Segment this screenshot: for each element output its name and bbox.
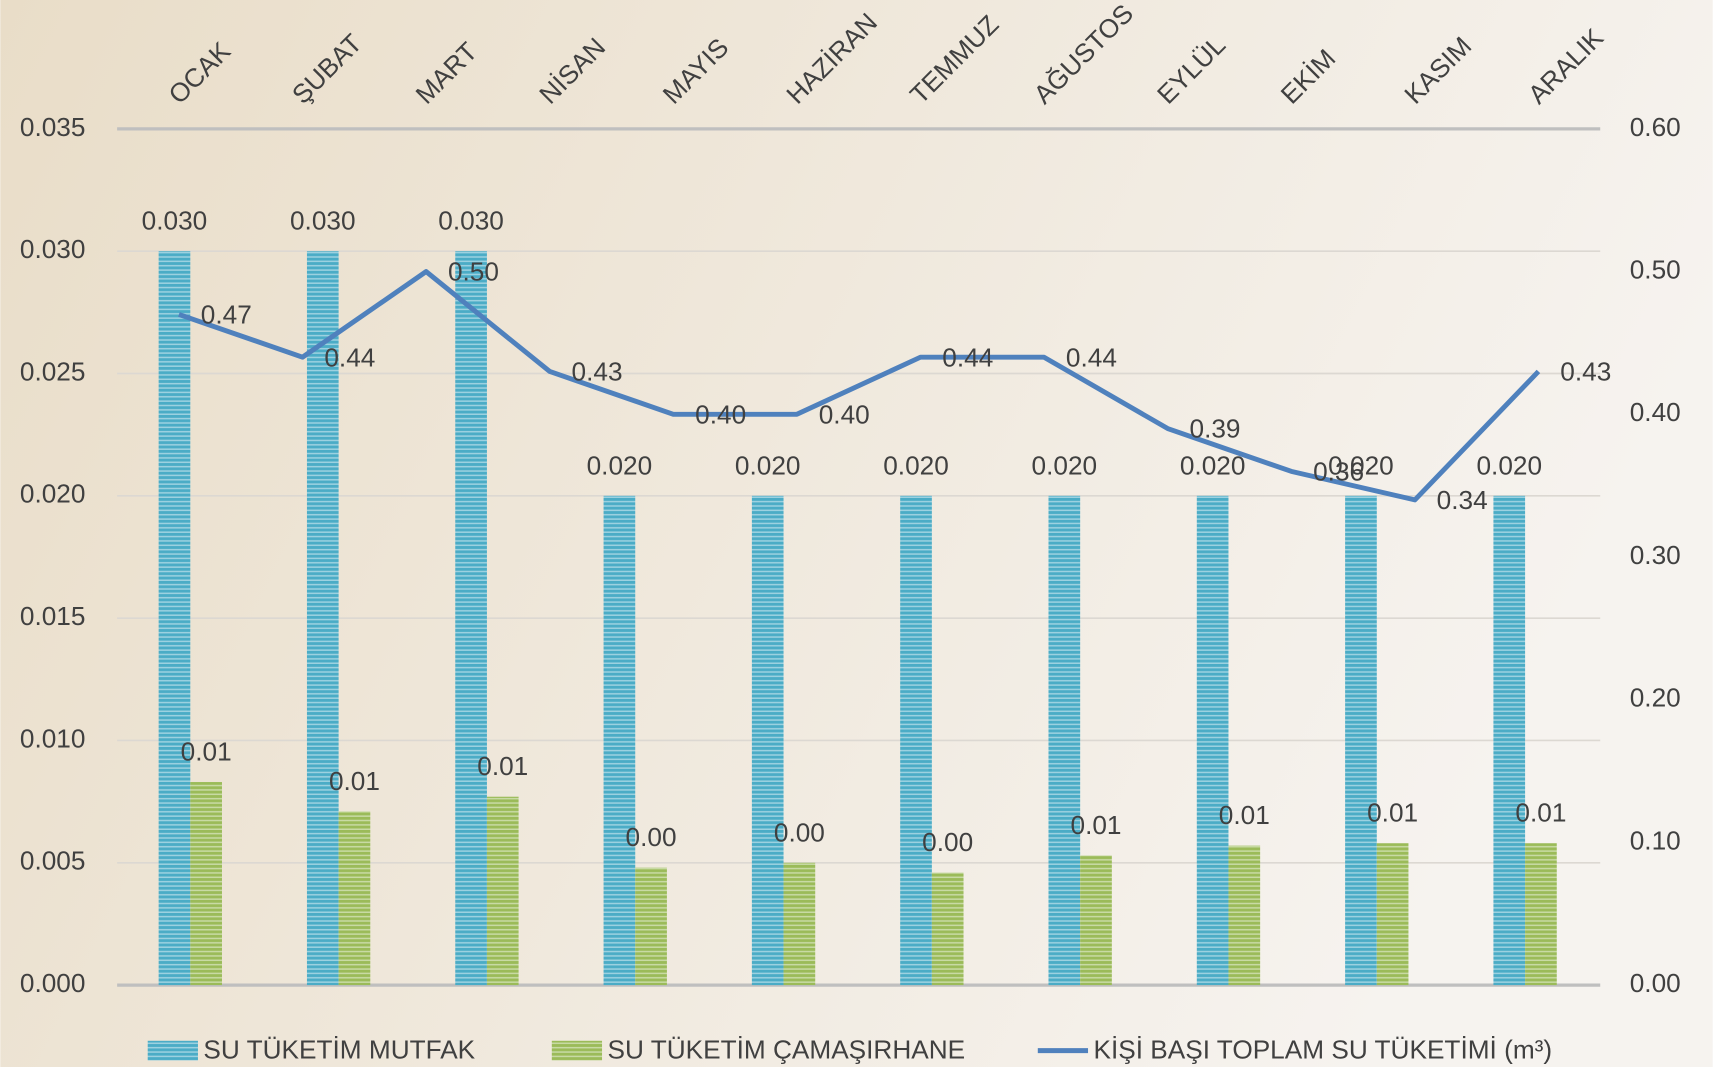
legend-swatch: [551, 1040, 603, 1061]
y2-tick-label: 0.20: [1630, 683, 1681, 713]
data-label: 0.01: [1515, 798, 1566, 828]
y-tick-label: 0.015: [20, 601, 86, 631]
data-label: 0.40: [695, 399, 746, 429]
data-label: 0.36: [1313, 456, 1364, 486]
data-label: 0.00: [922, 827, 973, 857]
data-label: 0.00: [626, 822, 677, 852]
bar: [751, 495, 784, 986]
bar: [1345, 495, 1377, 986]
data-label: 0.020: [1476, 450, 1542, 480]
bar: [1376, 843, 1409, 986]
data-label: 0.47: [201, 299, 252, 329]
bar: [455, 251, 487, 986]
data-label: 0.01: [477, 751, 528, 781]
data-label: 0.020: [1328, 450, 1394, 480]
legend-label: KİŞİ BAŞI TOPLAM SU TÜKETİMİ (m³): [1093, 1035, 1552, 1065]
data-label: 0.01: [1367, 798, 1418, 828]
bar: [190, 782, 222, 986]
bar: [635, 867, 667, 986]
data-label: 0.43: [1560, 357, 1611, 387]
bar: [900, 495, 932, 986]
data-label: 0.01: [1071, 810, 1122, 840]
bar: [1080, 855, 1112, 986]
data-label: 0.020: [1032, 450, 1098, 480]
bar: [1525, 843, 1557, 986]
bar: [1196, 495, 1229, 986]
data-label: 0.50: [448, 257, 499, 287]
bar: [338, 811, 371, 986]
data-label: 0.39: [1190, 414, 1241, 444]
y2-tick-label: 0.00: [1630, 968, 1681, 998]
bar: [1493, 495, 1526, 986]
y-tick-label: 0.020: [20, 479, 86, 509]
bar: [158, 251, 191, 986]
data-label: 0.01: [1219, 800, 1270, 830]
data-label: 0.43: [572, 357, 623, 387]
data-label: 0.020: [735, 450, 801, 480]
bar: [1048, 495, 1081, 986]
y-tick-label: 0.000: [20, 968, 86, 998]
data-label: 0.34: [1437, 485, 1488, 515]
data-label: 0.030: [438, 206, 504, 236]
data-label: 0.030: [142, 206, 208, 236]
bar: [306, 251, 339, 986]
bar: [931, 872, 964, 986]
y2-tick-label: 0.40: [1630, 397, 1681, 427]
bar: [783, 862, 816, 986]
y2-tick-label: 0.10: [1630, 825, 1681, 855]
bar: [486, 796, 519, 986]
data-label: 0.01: [181, 737, 232, 767]
bar: [1228, 845, 1261, 986]
data-label: 0.00: [774, 817, 825, 847]
data-label: 0.44: [942, 342, 993, 372]
data-label: 0.44: [324, 342, 375, 372]
y2-tick-label: 0.60: [1630, 112, 1681, 142]
y-tick-label: 0.030: [20, 234, 86, 264]
y-tick-label: 0.005: [20, 846, 86, 876]
data-label: 0.030: [290, 206, 356, 236]
legend-label: SU TÜKETİM ÇAMAŞIRHANE: [607, 1035, 965, 1065]
data-label: 0.40: [819, 399, 870, 429]
y2-tick-label: 0.50: [1630, 254, 1681, 284]
y2-tick-label: 0.30: [1630, 540, 1681, 570]
data-label: 0.44: [1066, 342, 1117, 372]
legend-label: SU TÜKETİM MUTFAK: [203, 1035, 475, 1065]
y-tick-label: 0.025: [20, 356, 86, 386]
bar: [603, 495, 636, 986]
data-label: 0.01: [329, 766, 380, 796]
line: [178, 269, 1541, 503]
data-label: 0.020: [1180, 450, 1246, 480]
legend-swatch: [147, 1040, 198, 1061]
y-tick-label: 0.035: [20, 112, 86, 142]
y-tick-label: 0.010: [20, 723, 86, 753]
data-label: 0.020: [883, 450, 949, 480]
data-label: 0.020: [587, 450, 653, 480]
